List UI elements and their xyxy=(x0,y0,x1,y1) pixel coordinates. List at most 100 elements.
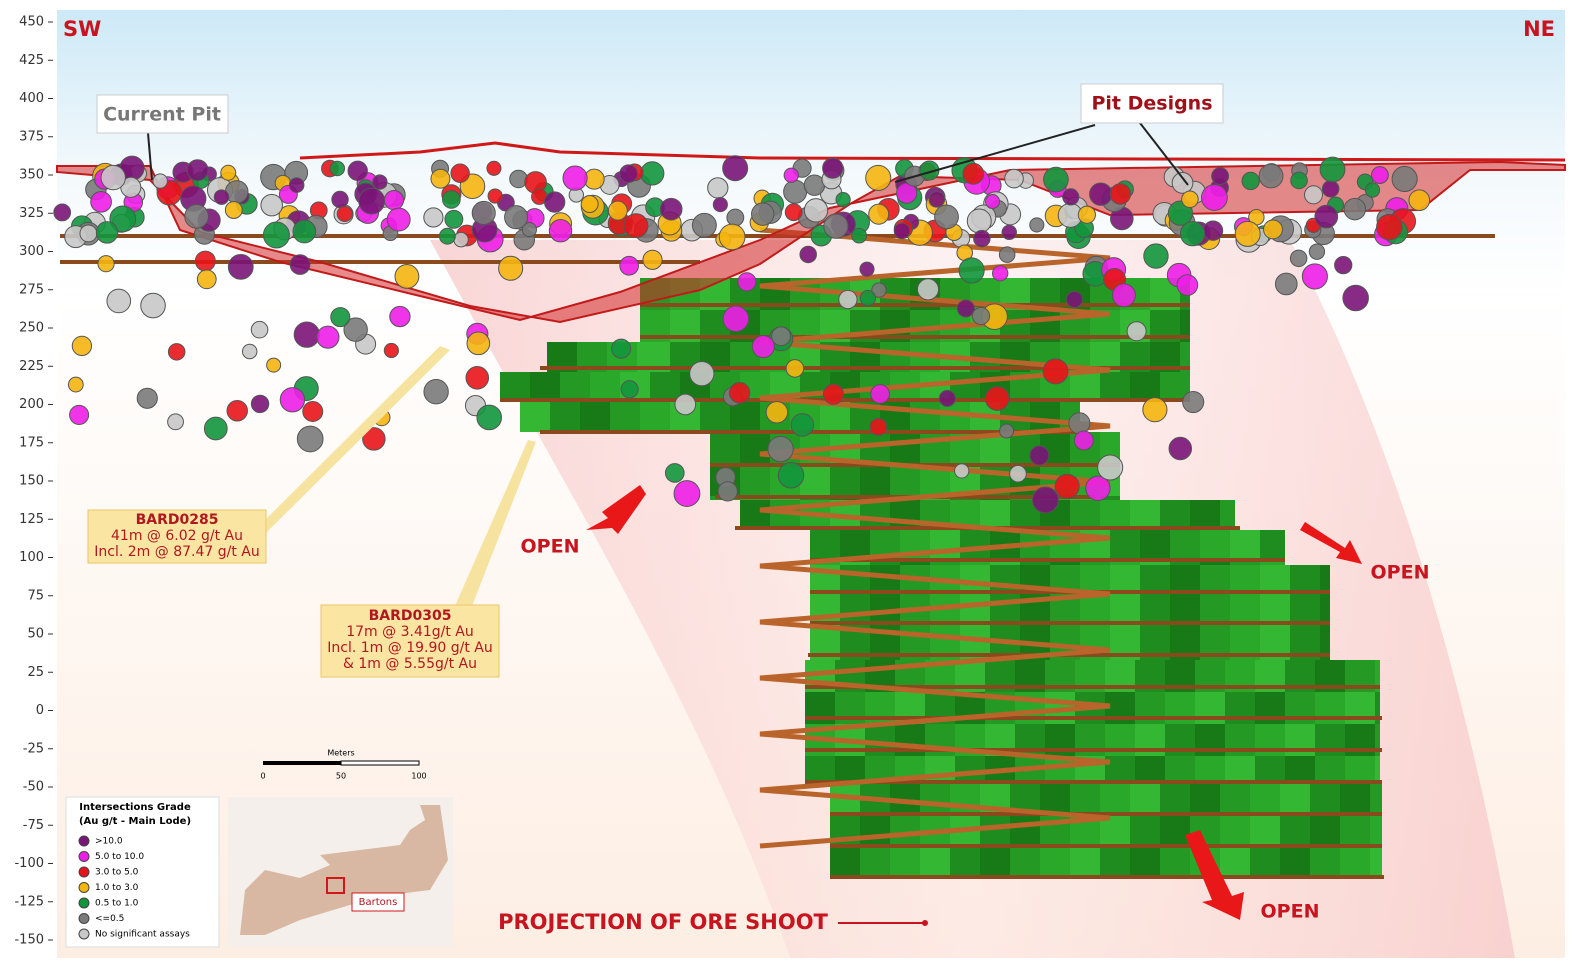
ore-block xyxy=(1230,530,1260,562)
ore-block xyxy=(1110,530,1140,562)
ore-block xyxy=(1250,812,1280,844)
intercept xyxy=(984,386,1010,411)
legend-label: 1.0 to 3.0 xyxy=(95,883,139,893)
ore-block xyxy=(900,530,930,562)
ore-block xyxy=(560,372,590,402)
intercept xyxy=(607,200,628,221)
ore-block xyxy=(1070,780,1100,812)
ore-block xyxy=(1190,500,1220,530)
intercept xyxy=(971,306,991,326)
intercept xyxy=(423,207,444,228)
decline-ramp xyxy=(759,227,1111,849)
ore-block xyxy=(890,464,920,496)
legend-label: No significant assays xyxy=(95,930,190,940)
open-label: OPEN xyxy=(1371,562,1430,584)
intercept xyxy=(722,305,750,333)
ore-block xyxy=(1080,562,1110,565)
intercept xyxy=(1029,445,1050,466)
intercept xyxy=(934,204,959,230)
intercept xyxy=(767,435,794,463)
intercept xyxy=(1126,321,1147,342)
ore-block xyxy=(1030,402,1060,432)
scale-segment xyxy=(340,760,420,766)
intercept xyxy=(67,376,84,393)
label-box xyxy=(96,94,229,134)
intercept xyxy=(1009,464,1027,483)
intercept xyxy=(186,159,209,182)
intercept xyxy=(331,190,349,209)
ore-block xyxy=(1285,756,1315,780)
y-tick-label: 225 xyxy=(19,359,44,374)
label-box xyxy=(1080,83,1224,124)
intercept xyxy=(288,177,305,193)
intercept xyxy=(765,401,789,424)
ore-block xyxy=(1315,756,1345,780)
y-tick-label: 400 xyxy=(19,91,44,106)
ore-block xyxy=(1070,844,1100,876)
ore-block xyxy=(1340,780,1370,812)
intercept xyxy=(1142,397,1168,423)
intercept xyxy=(438,227,456,245)
scale-tick-label: 100 xyxy=(411,772,426,781)
ore-block xyxy=(550,402,580,432)
intercept xyxy=(674,393,697,416)
open-arrow xyxy=(586,485,646,534)
intercept xyxy=(544,191,566,213)
intercept xyxy=(302,401,324,423)
ore-block xyxy=(1220,780,1250,812)
intercept xyxy=(859,289,877,307)
intercept xyxy=(386,207,411,232)
y-tick-label: 75 xyxy=(27,588,44,603)
ore-block xyxy=(1160,812,1190,844)
intercept xyxy=(167,413,184,431)
ore-block xyxy=(1100,372,1130,402)
ore-block xyxy=(830,464,860,496)
intercept xyxy=(707,177,729,199)
ore-block xyxy=(1220,500,1235,530)
ore-block xyxy=(865,756,895,780)
intercept xyxy=(998,246,1016,263)
intercept xyxy=(640,161,665,186)
intercept xyxy=(1109,183,1132,205)
ore-block xyxy=(860,500,890,530)
elevation-axis: 4504254003753503253002752502252001751501… xyxy=(14,15,53,948)
y-tick-label: 0 xyxy=(36,703,44,718)
intercept xyxy=(1303,185,1324,205)
legend-swatch xyxy=(78,851,90,862)
intercept xyxy=(1031,486,1059,514)
ore-block xyxy=(920,844,950,876)
ore-block xyxy=(1220,812,1250,844)
open-label: OPEN xyxy=(521,536,580,558)
ore-block xyxy=(1190,780,1220,812)
ore-block xyxy=(1310,812,1340,844)
legend-swatch xyxy=(78,882,90,893)
ore-block xyxy=(1375,756,1380,780)
intercept xyxy=(1202,220,1224,241)
y-tick-label: 325 xyxy=(19,206,44,221)
ore-block xyxy=(1040,812,1070,844)
y-tick-label: -75 xyxy=(23,818,44,833)
intercept xyxy=(1042,358,1069,385)
intercept xyxy=(97,255,115,273)
intercept xyxy=(619,164,638,184)
intercept xyxy=(623,213,649,239)
y-tick-label: 125 xyxy=(19,512,44,527)
intercept xyxy=(1181,190,1199,209)
ore-block xyxy=(1160,844,1190,876)
scale-title: Meters xyxy=(327,749,354,758)
intercept xyxy=(289,254,311,275)
ore-block xyxy=(930,562,960,565)
legend-title: Intersections Grade xyxy=(79,802,191,813)
callout-box xyxy=(320,604,500,678)
open-arrow xyxy=(1185,830,1244,920)
ore-block xyxy=(890,844,920,876)
intercept xyxy=(673,480,701,507)
intercept xyxy=(966,208,992,234)
intercept xyxy=(184,203,209,229)
ore-block xyxy=(800,464,830,496)
intercept xyxy=(372,174,388,190)
ore-block xyxy=(1130,500,1160,530)
ore-block xyxy=(1370,780,1382,812)
intercept xyxy=(250,320,269,339)
ore-block xyxy=(1250,780,1280,812)
